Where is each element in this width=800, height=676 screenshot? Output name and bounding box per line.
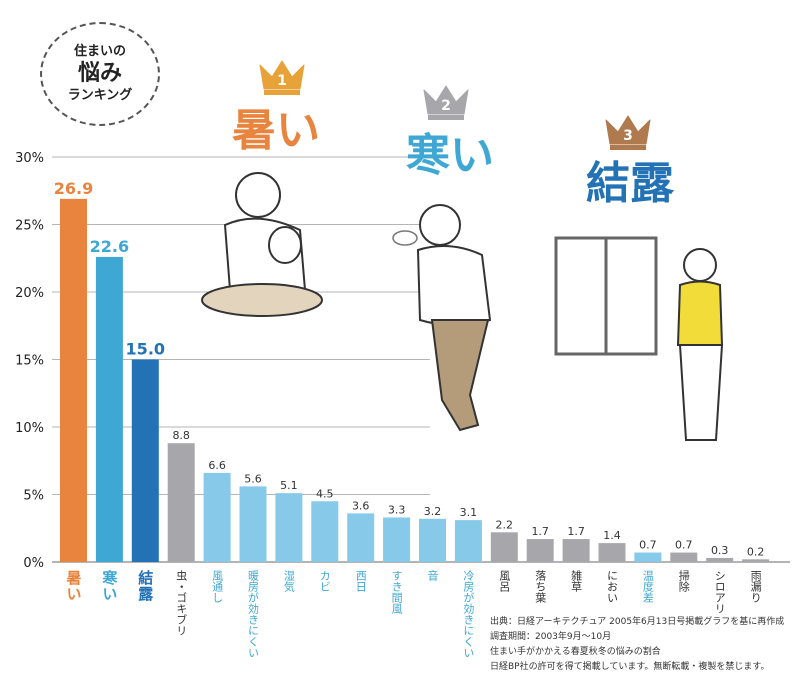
- data-label: 1.7: [531, 525, 549, 538]
- data-label: 0.3: [711, 544, 729, 557]
- source-line4: 日経BP社の許可を得て掲載しています。無断転載・複製を禁じます。: [490, 662, 770, 672]
- data-label: 15.0: [126, 340, 165, 359]
- category-label: 風呂: [498, 570, 511, 593]
- bar: [634, 552, 662, 562]
- category-label: 風通し: [211, 570, 224, 603]
- data-label: 8.8: [172, 429, 190, 442]
- data-label: 2.2: [496, 518, 514, 531]
- data-label: 22.6: [90, 237, 129, 256]
- badge-line2: 悩み: [77, 61, 122, 86]
- data-label: 26.9: [54, 179, 93, 198]
- y-tick-label: 15%: [15, 354, 44, 369]
- data-label: 6.6: [208, 459, 226, 472]
- category-label: 暖房が効きにくい: [247, 570, 260, 658]
- rank-number: 3: [623, 128, 633, 144]
- person-cold-body: [416, 245, 492, 326]
- bar: [670, 552, 698, 562]
- bar: [131, 359, 159, 562]
- data-label: 5.6: [244, 472, 262, 485]
- bar: [60, 198, 87, 562]
- crown-icon: [423, 85, 469, 115]
- breath-icon: [392, 230, 418, 246]
- bar: [526, 539, 554, 562]
- category-label: 音: [426, 569, 439, 582]
- ranking-badge: 住まいの 悩み ランキング: [40, 22, 160, 126]
- category-label: 雨漏り: [749, 570, 762, 603]
- data-label: 3.2: [424, 505, 442, 518]
- data-label: 1.4: [603, 529, 621, 542]
- bar: [562, 539, 590, 562]
- y-tick-label: 10%: [15, 421, 44, 436]
- data-label: 5.1: [280, 479, 298, 492]
- category-label: 掃除: [677, 569, 690, 592]
- bar: [95, 256, 123, 562]
- category-label: すき間風: [390, 570, 403, 615]
- data-label: 0.7: [675, 539, 693, 552]
- category-label: カビ: [318, 570, 331, 592]
- person-hot-legs: [201, 283, 323, 317]
- bar: [454, 520, 482, 562]
- source-line1: 出典：日経アーキテクチュア 2005年6月13日号掲載グラフを基に再作成: [490, 617, 785, 627]
- person-hot-head: [235, 172, 281, 218]
- category-label: 湿気: [282, 570, 295, 593]
- crown-icon-band: [610, 145, 646, 150]
- person-woman-head: [683, 248, 717, 282]
- bar: [275, 493, 303, 562]
- category-label: におい: [606, 570, 619, 603]
- y-tick-label: 30%: [15, 151, 44, 166]
- bar: [490, 532, 518, 562]
- bar: [419, 518, 446, 562]
- bar: [203, 472, 231, 562]
- rank-heading: 暑い: [232, 105, 320, 156]
- category-label: 虫・ゴキブリ: [175, 570, 188, 636]
- category-label: 西日: [354, 570, 367, 592]
- category-label: シロアリ: [713, 570, 726, 614]
- bar: [311, 501, 339, 562]
- source-line3: 住まい手がかかえる春夏秋冬の悩みの割合: [490, 647, 661, 657]
- fan-icon: [268, 226, 302, 264]
- rank-heading: 結露: [586, 158, 675, 209]
- rank-number: 2: [441, 98, 451, 114]
- category-label: 結露: [136, 569, 154, 602]
- rank-number: 1: [277, 73, 287, 89]
- data-label: 3.1: [460, 506, 478, 519]
- bar: [742, 559, 770, 562]
- badge-line3: ランキング: [67, 88, 133, 103]
- badge-line1: 住まいの: [73, 44, 126, 59]
- person-cold-head: [419, 204, 461, 246]
- y-tick-label: 20%: [15, 286, 44, 301]
- crown-icon: [605, 115, 651, 145]
- category-label: 雑草: [570, 569, 583, 592]
- data-label: 3.3: [388, 503, 406, 516]
- person-woman-skirt: [678, 344, 724, 441]
- bar: [598, 543, 626, 562]
- source-line2: 調査期間：2003年9月〜10月: [490, 632, 612, 642]
- data-label: 4.5: [316, 487, 334, 500]
- y-tick-label: 25%: [15, 219, 44, 234]
- bar: [706, 557, 734, 562]
- bar: [383, 517, 411, 562]
- data-label: 0.2: [747, 545, 765, 558]
- bar: [239, 486, 267, 562]
- bar: [167, 443, 195, 562]
- data-label: 0.7: [639, 539, 657, 552]
- crown-icon-band: [264, 90, 300, 95]
- data-label: 1.7: [567, 525, 585, 538]
- y-tick-label: 0%: [23, 556, 44, 571]
- rank-heading: 寒い: [406, 130, 494, 181]
- y-tick-label: 5%: [23, 489, 44, 504]
- category-label: 暑い: [65, 569, 83, 602]
- source-note: 出典：日経アーキテクチュア 2005年6月13日号掲載グラフを基に再作成 調査期…: [490, 615, 790, 675]
- category-label: 落ち葉: [534, 570, 547, 603]
- person-cold-legs: [430, 319, 490, 432]
- data-label: 3.6: [352, 499, 370, 512]
- category-label: 冷房が効きにくい: [462, 570, 475, 658]
- person-woman-top: [676, 280, 724, 346]
- bar: [347, 513, 375, 562]
- crown-icon-band: [428, 115, 464, 120]
- crown-icon: [259, 60, 305, 90]
- category-label: 寒い: [100, 569, 118, 602]
- category-label: 温度差: [641, 570, 654, 603]
